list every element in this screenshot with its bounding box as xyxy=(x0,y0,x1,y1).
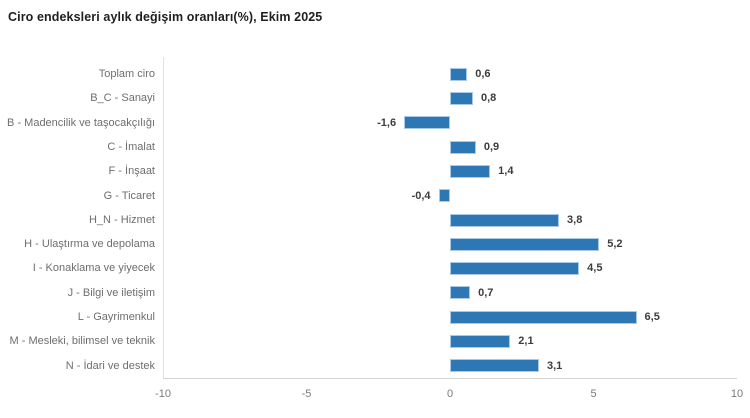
x-axis-line xyxy=(163,378,737,379)
category-label: L - Gayrimenkul xyxy=(77,311,155,324)
bar xyxy=(438,189,450,203)
bar xyxy=(450,91,473,105)
value-label: 3,8 xyxy=(567,213,583,226)
bar xyxy=(450,213,560,227)
category-label: I - Konaklama ve yiyecek xyxy=(32,262,155,275)
value-label: 0,6 xyxy=(475,68,491,80)
bar xyxy=(450,335,511,349)
category-label: B - Madencilik ve taşocakçılığı xyxy=(7,116,155,129)
category-label: H - Ulaştırma ve depolama xyxy=(24,238,155,251)
bar xyxy=(450,140,476,154)
bar xyxy=(404,116,450,130)
value-label: 6,5 xyxy=(644,311,660,324)
bar xyxy=(450,310,637,324)
value-label: 3,1 xyxy=(546,359,563,372)
bar xyxy=(450,237,600,251)
category-label: F - İnşaat xyxy=(108,165,155,178)
value-label: 0,7 xyxy=(478,286,494,299)
bar xyxy=(450,359,539,373)
x-axis-tick-label: -10 xyxy=(155,388,171,400)
value-label: 0,9 xyxy=(483,140,500,153)
category-label: B_C - Sanayi xyxy=(90,92,155,105)
x-axis-tick-label: 5 xyxy=(590,388,597,400)
category-label: N - İdari ve destek xyxy=(65,359,155,372)
x-axis-tick-label: 10 xyxy=(730,388,744,400)
value-label: 1,4 xyxy=(498,165,514,178)
y-axis-line xyxy=(163,57,164,378)
bar xyxy=(450,164,491,178)
category-label: J - Bilgi ve iletişim xyxy=(67,286,155,299)
value-label: -0,4 xyxy=(411,189,431,202)
value-label: 0,8 xyxy=(480,92,497,105)
value-label: 5,2 xyxy=(607,238,623,251)
category-label: C - İmalat xyxy=(107,140,155,153)
bar xyxy=(450,262,580,276)
category-label: M - Mesleki, bilimsel ve teknik xyxy=(9,335,155,348)
x-axis-tick-label: -5 xyxy=(301,388,312,400)
value-label: 2,1 xyxy=(518,335,534,348)
x-axis-tick-label: 0 xyxy=(446,388,454,400)
value-label: 4,5 xyxy=(587,262,603,275)
value-label: -1,6 xyxy=(377,116,397,129)
chart-title: Ciro endeksleri aylık değişim oranları(%… xyxy=(8,10,323,24)
bar xyxy=(450,286,471,300)
category-label: Toplam ciro xyxy=(98,68,155,80)
category-label: G - Ticaret xyxy=(103,189,155,202)
bar xyxy=(450,67,468,81)
category-label: H_N - Hizmet xyxy=(88,213,155,226)
